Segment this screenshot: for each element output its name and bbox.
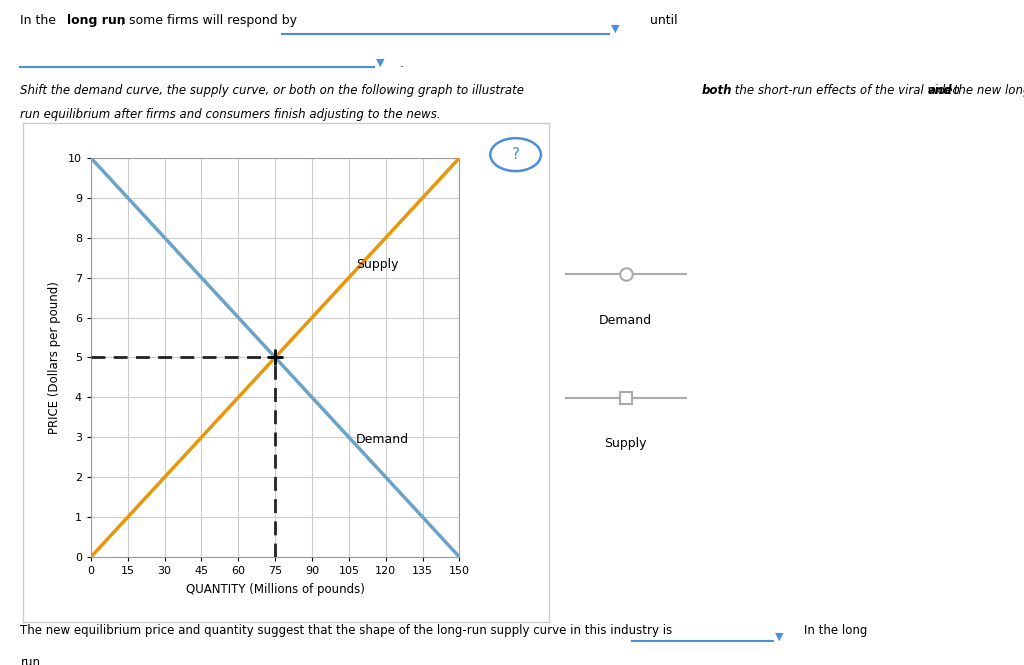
Text: Demand: Demand <box>356 433 410 446</box>
Text: Supply: Supply <box>604 438 647 450</box>
Text: long run: long run <box>67 15 125 27</box>
Text: .: . <box>399 57 403 70</box>
Text: run equilibrium after firms and consumers finish adjusting to the news.: run equilibrium after firms and consumer… <box>20 108 441 121</box>
Text: In the: In the <box>20 15 60 27</box>
Text: and: and <box>928 84 952 97</box>
Text: Supply: Supply <box>356 257 398 271</box>
Text: run.: run. <box>20 656 44 665</box>
Text: the new long-: the new long- <box>950 84 1024 97</box>
Text: The new equilibrium price and quantity suggest that the shape of the long-run su: The new equilibrium price and quantity s… <box>20 624 673 637</box>
Text: ▼: ▼ <box>775 632 783 642</box>
Text: ▼: ▼ <box>611 24 620 34</box>
Text: Shift the demand curve, the supply curve, or both on the following graph to illu: Shift the demand curve, the supply curve… <box>20 84 528 97</box>
Text: , some firms will respond by: , some firms will respond by <box>121 15 297 27</box>
Text: ▼: ▼ <box>376 57 384 67</box>
Text: until: until <box>650 15 678 27</box>
X-axis label: QUANTITY (Millions of pounds): QUANTITY (Millions of pounds) <box>185 583 365 596</box>
Text: the short-run effects of the viral video: the short-run effects of the viral video <box>731 84 964 97</box>
Text: both: both <box>701 84 732 97</box>
Text: Demand: Demand <box>599 314 652 327</box>
Text: ?: ? <box>512 147 519 162</box>
Y-axis label: PRICE (Dollars per pound): PRICE (Dollars per pound) <box>48 281 61 434</box>
Text: In the long: In the long <box>804 624 867 637</box>
